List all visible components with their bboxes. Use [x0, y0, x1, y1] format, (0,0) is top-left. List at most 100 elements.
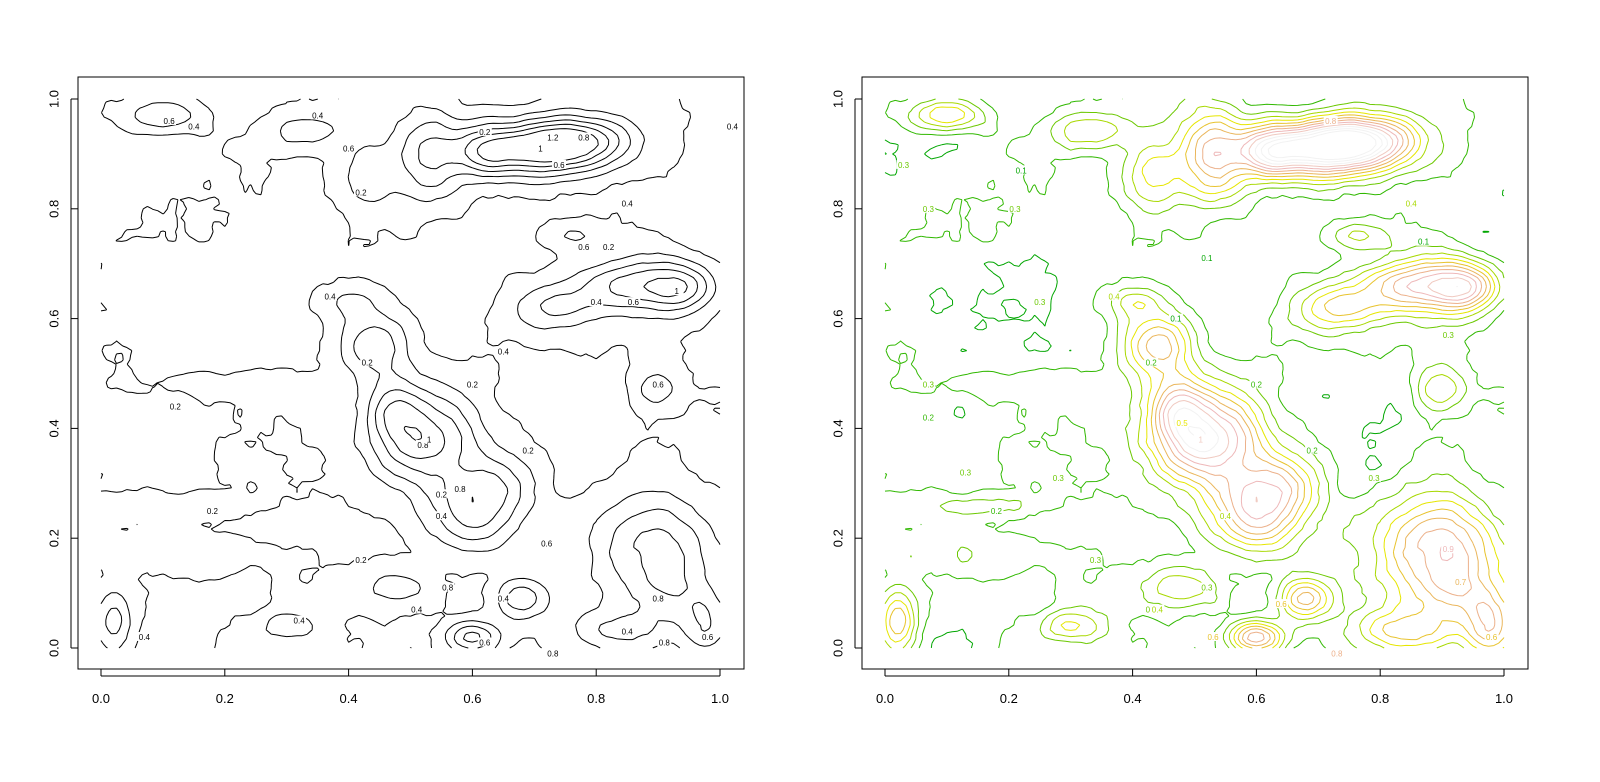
y-tick-label: 0.4 [47, 419, 62, 437]
contour-label: 0.4 [727, 122, 739, 131]
contour-label: 0.1 [1201, 254, 1213, 263]
contour-level-0-9 [1162, 121, 1477, 562]
y-tick-label: 1.0 [831, 90, 846, 108]
contour-label: 0.2 [991, 507, 1003, 516]
contour-label: 0.2 [1146, 359, 1158, 368]
contour-label: 0.1 [1170, 315, 1182, 324]
contour-label: 0.4 [324, 293, 336, 302]
contour-label: 0.4 [498, 595, 510, 604]
plot-frame [861, 76, 1529, 670]
right-contour-plot: 0.1 0.1 0.1 0.1 0.2 0.2 0.2 0.2 0.2 0.3 0.3 0.3 0.3 0… [831, 76, 1529, 706]
contour-label: 0.6 [653, 380, 665, 389]
x-tick-label: 1.0 [711, 691, 729, 706]
contour-label: 0.4 [591, 298, 603, 307]
contour-label: 0.4 [188, 122, 200, 131]
contour-level-0-1 [884, 139, 1505, 649]
contour-level-0-2 [100, 98, 721, 649]
contour-label: 0.6 [1276, 600, 1288, 609]
contour-label: 0.4 [1406, 199, 1418, 208]
contour-label: 0.6 [578, 243, 590, 252]
contour-level-1-3 [1267, 130, 1377, 161]
contour-label: 0.3 [1090, 556, 1102, 565]
contour-level-1 [383, 123, 688, 503]
y-tick-label: 0.2 [831, 529, 846, 547]
contour-level-0-6 [105, 114, 721, 649]
contour-label: 0.4 [411, 606, 423, 615]
contour-label: 1 [1198, 435, 1203, 444]
contour-level-0-8 [374, 119, 712, 643]
x-tick-label: 0.6 [463, 691, 481, 706]
contour-label: 0.6 [628, 298, 640, 307]
contour-label: 0.4 [498, 348, 510, 357]
contour-label: 0.8 [454, 485, 466, 494]
contour-label: 0.3 [1009, 205, 1021, 214]
contour-label: 0.4 [622, 628, 634, 637]
contour-label: 0.4 [622, 199, 634, 208]
contour-label: 0.2 [603, 243, 615, 252]
contour-label: 0.6 [164, 117, 176, 126]
contour-label: 0.2 [923, 413, 935, 422]
contour-label: 0.6 [1486, 633, 1498, 642]
y-axis: 0.0 0.2 0.4 0.6 0.8 1.0 [47, 90, 78, 657]
contour-label: 0.3 [1053, 474, 1065, 483]
contour-label: 0.4 [1152, 606, 1164, 615]
contour-label: 0.4 [1220, 512, 1232, 521]
contour-label: 0.2 [355, 556, 367, 565]
contour-level-0-7 [1145, 117, 1503, 647]
contour-label: 0.3 [898, 161, 910, 170]
x-tick-label: 0.8 [587, 691, 605, 706]
y-tick-label: 0.4 [831, 419, 846, 437]
y-tick-label: 0.8 [47, 200, 62, 218]
contour-label: 0.2 [362, 359, 374, 368]
contour-label: 0.6 [541, 540, 553, 549]
contour-label: 1 [427, 435, 432, 444]
contour-label: 0.9 [1443, 545, 1455, 554]
y-tick-label: 1.0 [47, 90, 62, 108]
contour-level-1 [1167, 123, 1472, 503]
contour-label: 0.8 [417, 441, 429, 450]
contour-label: 0.8 [547, 649, 559, 658]
contour-level-1-2 [403, 128, 599, 441]
contour-label: 0.5 [1177, 419, 1189, 428]
x-tick-label: 0.6 [1247, 691, 1265, 706]
x-axis: 0.0 0.2 0.4 0.6 0.8 1.0 [92, 669, 729, 706]
contour-lines [100, 98, 721, 649]
contour-label: 0.4 [139, 633, 151, 642]
y-tick-label: 0.2 [47, 529, 62, 547]
x-tick-label: 0.2 [216, 691, 234, 706]
contour-label: 0.7 [1455, 578, 1467, 587]
left-contour-plot: 0.2 0.2 0.2 0.2 0.2 0.2 0.2 0.2 0.2 0.2 0.4 0.4 0.4 0… [47, 76, 745, 706]
x-axis: 0.0 0.2 0.4 0.6 0.8 1.0 [876, 669, 1513, 706]
contour-label: 1.2 [547, 133, 559, 142]
contour-label: 0.2 [170, 402, 182, 411]
contour-label: 0.2 [1251, 380, 1263, 389]
contour-label: 0.2 [436, 490, 448, 499]
contour-label: 0.8 [578, 133, 590, 142]
contour-label: 0.8 [442, 584, 454, 593]
contour-label: 0.3 [1201, 584, 1213, 593]
contour-level-0-4 [884, 102, 1505, 649]
contour-label: 0.3 [923, 380, 935, 389]
x-tick-label: 0.4 [1124, 691, 1142, 706]
contour-lines [884, 98, 1505, 649]
contour-label: 0.1 [1016, 166, 1028, 175]
contour-label: 0.3 [1034, 298, 1046, 307]
contour-level-0-4 [100, 102, 721, 649]
x-tick-label: 0.0 [92, 691, 110, 706]
contour-label: 0.6 [1208, 633, 1220, 642]
contour-label: 0.2 [207, 507, 219, 516]
y-tick-label: 0.6 [831, 310, 846, 328]
contour-label: 0.6 [343, 144, 355, 153]
x-tick-label: 1.0 [1495, 691, 1513, 706]
contour-label: 0.8 [653, 595, 665, 604]
x-tick-label: 0.0 [876, 691, 894, 706]
y-axis: 0.0 0.2 0.4 0.6 0.8 1.0 [831, 90, 862, 657]
y-tick-label: 0.0 [47, 639, 62, 657]
contour-label: 1 [538, 144, 543, 153]
contour-label: 0.4 [1108, 293, 1120, 302]
contour-label: 0.2 [355, 188, 367, 197]
contour-label: 0.2 [479, 128, 491, 137]
contour-label: 0.6 [702, 633, 714, 642]
